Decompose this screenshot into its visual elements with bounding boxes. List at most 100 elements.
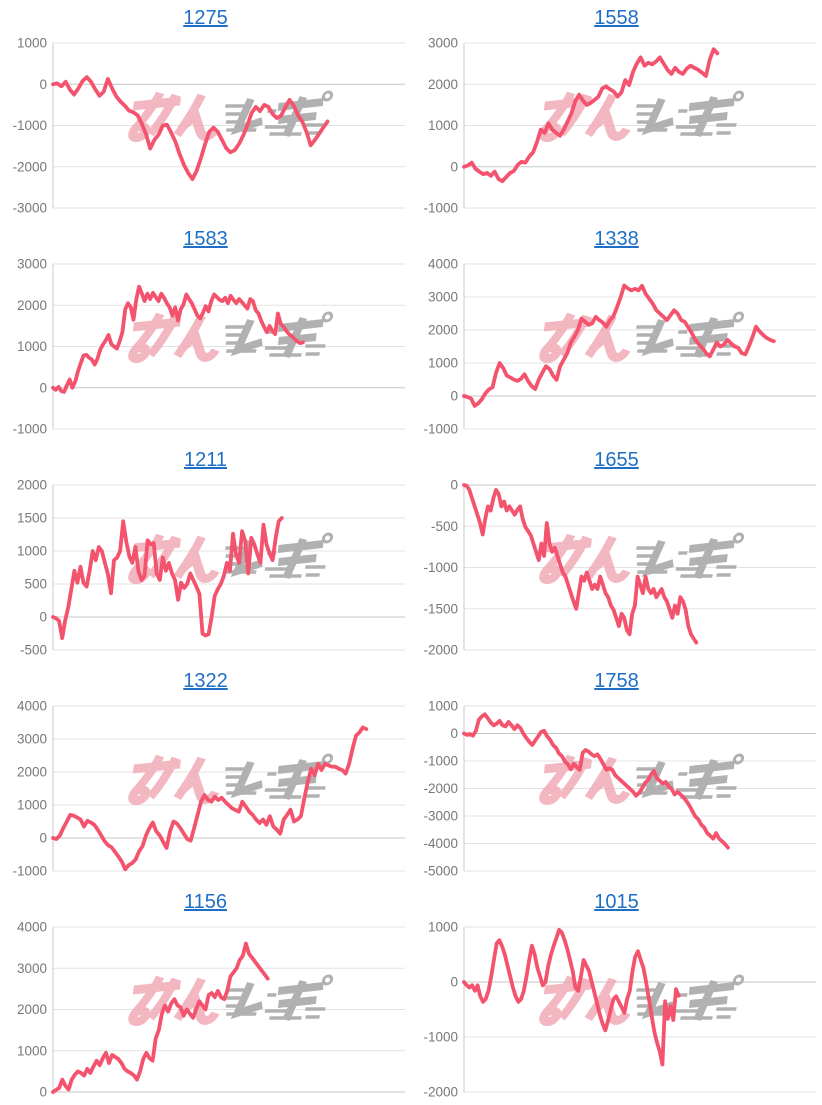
data-series-line bbox=[462, 483, 699, 645]
y-axis-tick-label: 2000 bbox=[17, 298, 47, 313]
chart-cell-1015: 1015 1000 0 -1000 -2000 bbox=[411, 884, 822, 1105]
minrepo-watermark bbox=[127, 92, 333, 138]
y-axis-tick-label: -1000 bbox=[12, 118, 47, 133]
y-axis-tick-label: 1000 bbox=[428, 356, 458, 371]
y-axis-tick-label: -1000 bbox=[423, 201, 458, 216]
y-axis-tick-label: -2000 bbox=[423, 1085, 458, 1100]
data-series-line bbox=[51, 941, 270, 1094]
y-axis-tick-label: 2000 bbox=[17, 765, 47, 780]
line-chart-1211: 2000 1500 1000 500 0 -500 bbox=[17, 478, 405, 658]
y-axis-tick-label: 0 bbox=[450, 478, 458, 493]
y-axis-tick-label: 2000 bbox=[428, 323, 458, 338]
line-chart-1338: 4000 3000 2000 1000 0 -1000 bbox=[423, 257, 816, 437]
y-axis-tick-label: 3000 bbox=[17, 732, 47, 747]
chart-cell-1558: 1558 3000 2000 1000 0 -1000 bbox=[411, 0, 822, 221]
chart-title-link[interactable]: 1322 bbox=[183, 670, 228, 692]
chart-title-link[interactable]: 1338 bbox=[594, 228, 639, 250]
y-axis-tick-label: 0 bbox=[39, 610, 47, 625]
chart-title-link[interactable]: 1583 bbox=[183, 228, 228, 250]
y-axis-tick-label: -1000 bbox=[423, 560, 458, 575]
chart-cell-1583: 1583 3000 2000 1000 0 -1000 bbox=[0, 221, 411, 442]
chart-cell-1758: 1758 1000 0 -1000 -2000 -3000 -4000 -5000 bbox=[411, 663, 822, 884]
y-axis-tick-label: -2000 bbox=[423, 643, 458, 658]
y-axis-tick-label: -1000 bbox=[423, 422, 458, 437]
y-axis-tick-label: -1000 bbox=[423, 754, 458, 769]
y-axis-tick-label: -500 bbox=[20, 643, 47, 658]
y-axis-tick-label: 2000 bbox=[17, 478, 47, 493]
y-axis-tick-label: 4000 bbox=[17, 699, 47, 714]
data-series-line bbox=[51, 725, 369, 872]
chart-title-link[interactable]: 1275 bbox=[183, 7, 228, 29]
line-chart-1558: 3000 2000 1000 0 -1000 bbox=[423, 36, 816, 216]
y-axis-tick-label: 2000 bbox=[17, 1002, 47, 1017]
data-series-line bbox=[462, 927, 681, 1067]
y-axis-tick-label: 0 bbox=[450, 726, 458, 741]
y-axis-tick-label: 500 bbox=[24, 577, 47, 592]
chart-title-link[interactable]: 1211 bbox=[183, 449, 227, 471]
y-axis-tick-label: 1500 bbox=[17, 511, 47, 526]
chart-title-link[interactable]: 1156 bbox=[183, 891, 227, 913]
chart-cell-1322: 1322 4000 3000 2000 1000 0 -1000 bbox=[0, 663, 411, 884]
data-series-line bbox=[462, 283, 776, 408]
data-series-line bbox=[51, 284, 305, 394]
chart-cell-1156: 1156 4000 3000 2000 1000 0 bbox=[0, 884, 411, 1105]
y-axis-tick-label: 0 bbox=[450, 389, 458, 404]
data-series-line bbox=[51, 516, 284, 641]
line-chart-1275: 1000 0 -1000 -2000 -3000 bbox=[12, 36, 405, 216]
y-axis-tick-label: -1000 bbox=[12, 864, 47, 879]
data-series-line bbox=[462, 47, 720, 184]
y-axis-tick-label: -1500 bbox=[423, 601, 458, 616]
y-axis-tick-label: -500 bbox=[431, 519, 458, 534]
minrepo-watermark bbox=[127, 313, 333, 359]
line-chart-1322: 4000 3000 2000 1000 0 -1000 bbox=[12, 699, 405, 879]
minrepo-watermark bbox=[538, 976, 744, 1022]
y-axis-tick-label: -5000 bbox=[423, 864, 458, 879]
y-axis-tick-label: 1000 bbox=[17, 36, 47, 51]
y-axis-tick-label: 1000 bbox=[17, 798, 47, 813]
chart-cell-1655: 1655 0 -500 -1000 -1500 -2000 bbox=[411, 442, 822, 663]
y-axis-tick-label: 0 bbox=[39, 1085, 47, 1100]
chart-title-link[interactable]: 1655 bbox=[594, 449, 639, 471]
y-axis-tick-label: 1000 bbox=[428, 699, 458, 714]
y-axis-tick-label: -2000 bbox=[423, 781, 458, 796]
y-axis-tick-label: -4000 bbox=[423, 836, 458, 851]
y-axis-tick-label: 3000 bbox=[17, 961, 47, 976]
y-axis-tick-label: -2000 bbox=[12, 159, 47, 174]
chart-title-link[interactable]: 1558 bbox=[594, 7, 639, 29]
chart-title-link[interactable]: 1015 bbox=[594, 891, 639, 913]
line-chart-1655: 0 -500 -1000 -1500 -2000 bbox=[423, 478, 816, 658]
y-axis-tick-label: -1000 bbox=[423, 1030, 458, 1045]
y-axis-tick-label: 4000 bbox=[17, 920, 47, 935]
y-axis-tick-label: 1000 bbox=[17, 339, 47, 354]
y-axis-tick-label: 1000 bbox=[17, 544, 47, 559]
y-axis-tick-label: 3000 bbox=[17, 257, 47, 272]
chart-cell-1211: 1211 2000 1500 1000 500 0 -500 bbox=[0, 442, 411, 663]
chart-cell-1338: 1338 4000 3000 2000 1000 0 -1000 bbox=[411, 221, 822, 442]
line-chart-1583: 3000 2000 1000 0 -1000 bbox=[12, 257, 405, 437]
y-axis-tick-label: 1000 bbox=[17, 1043, 47, 1058]
line-chart-1015: 1000 0 -1000 -2000 bbox=[423, 920, 816, 1100]
minrepo-watermark bbox=[538, 92, 744, 138]
y-axis-tick-label: 0 bbox=[450, 975, 458, 990]
y-axis-tick-label: 0 bbox=[450, 159, 458, 174]
line-chart-1758: 1000 0 -1000 -2000 -3000 -4000 -5000 bbox=[423, 699, 816, 879]
y-axis-tick-label: 1000 bbox=[428, 118, 458, 133]
y-axis-tick-label: 0 bbox=[39, 77, 47, 92]
y-axis-tick-label: -3000 bbox=[12, 201, 47, 216]
minrepo-watermark bbox=[127, 755, 333, 801]
minrepo-watermark bbox=[538, 534, 744, 580]
data-series-line bbox=[51, 75, 330, 182]
y-axis-tick-label: 1000 bbox=[428, 920, 458, 935]
line-chart-1156: 4000 3000 2000 1000 0 bbox=[17, 920, 405, 1100]
y-axis-tick-label: 2000 bbox=[428, 77, 458, 92]
data-series-line bbox=[462, 712, 730, 850]
y-axis-tick-label: -1000 bbox=[12, 422, 47, 437]
y-axis-tick-label: -3000 bbox=[423, 809, 458, 824]
chart-cell-1275: 1275 1000 0 -1000 -2000 -3000 bbox=[0, 0, 411, 221]
y-axis-tick-label: 3000 bbox=[428, 36, 458, 51]
y-axis-tick-label: 0 bbox=[39, 831, 47, 846]
chart-title-link[interactable]: 1758 bbox=[594, 670, 639, 692]
y-axis-tick-label: 3000 bbox=[428, 290, 458, 305]
